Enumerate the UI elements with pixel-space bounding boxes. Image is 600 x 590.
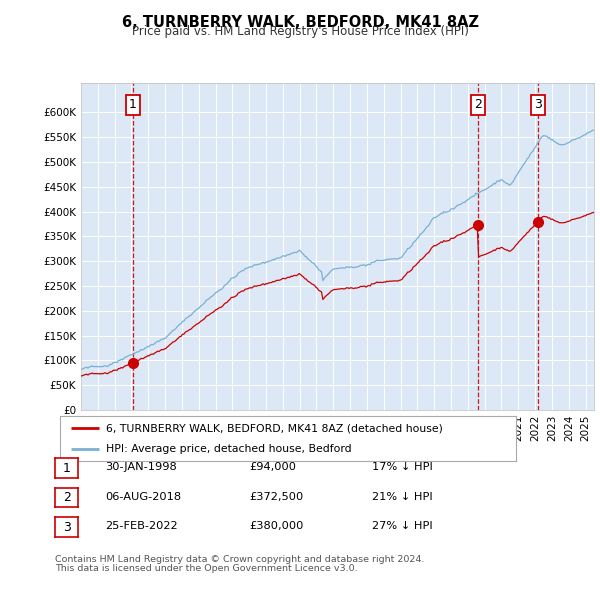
Text: 1: 1 xyxy=(62,461,71,475)
Text: 17% ↓ HPI: 17% ↓ HPI xyxy=(372,463,433,472)
Text: Contains HM Land Registry data © Crown copyright and database right 2024.: Contains HM Land Registry data © Crown c… xyxy=(55,555,425,564)
Text: 2: 2 xyxy=(474,99,482,112)
Text: 3: 3 xyxy=(534,99,542,112)
Text: £380,000: £380,000 xyxy=(249,522,304,531)
Text: 2: 2 xyxy=(62,491,71,504)
Text: £94,000: £94,000 xyxy=(249,463,296,472)
Text: 1: 1 xyxy=(129,99,137,112)
Text: £372,500: £372,500 xyxy=(249,492,303,502)
Text: HPI: Average price, detached house, Bedford: HPI: Average price, detached house, Bedf… xyxy=(106,444,351,454)
Text: 06-AUG-2018: 06-AUG-2018 xyxy=(105,492,181,502)
Text: 25-FEB-2022: 25-FEB-2022 xyxy=(105,522,178,531)
Text: 27% ↓ HPI: 27% ↓ HPI xyxy=(372,522,433,531)
Text: 6, TURNBERRY WALK, BEDFORD, MK41 8AZ: 6, TURNBERRY WALK, BEDFORD, MK41 8AZ xyxy=(121,15,479,30)
Text: 30-JAN-1998: 30-JAN-1998 xyxy=(105,463,177,472)
Text: 21% ↓ HPI: 21% ↓ HPI xyxy=(372,492,433,502)
Text: 6, TURNBERRY WALK, BEDFORD, MK41 8AZ (detached house): 6, TURNBERRY WALK, BEDFORD, MK41 8AZ (de… xyxy=(106,423,442,433)
Text: Price paid vs. HM Land Registry's House Price Index (HPI): Price paid vs. HM Land Registry's House … xyxy=(131,25,469,38)
Text: This data is licensed under the Open Government Licence v3.0.: This data is licensed under the Open Gov… xyxy=(55,565,358,573)
Text: 3: 3 xyxy=(62,520,71,534)
